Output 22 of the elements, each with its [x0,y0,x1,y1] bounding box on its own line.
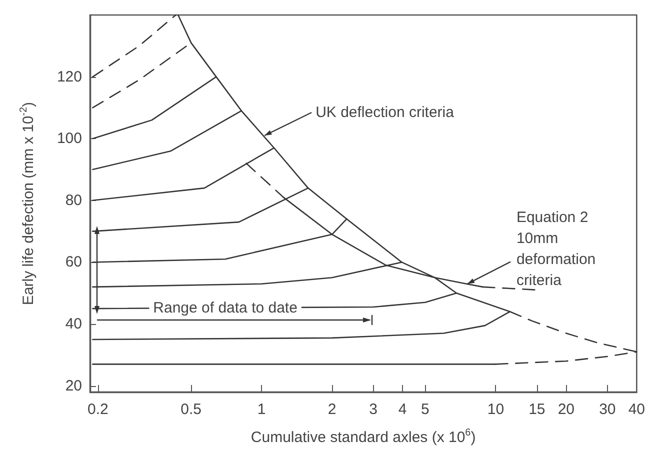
y-tick-label: 60 [65,254,82,271]
annotation: Equation 2 10mm deformation criteria [516,208,596,289]
x-tick-label: 0.5 [180,401,202,418]
x-tick-label: 30 [599,401,616,418]
x-tick-label: 15 [528,401,546,418]
x-tick-label: 20 [558,401,575,418]
x-tick-label: 5 [421,401,430,418]
x-tick-label: 2 [328,401,336,418]
y-tick-label: 20 [65,377,82,394]
y-tick-label: 100 [56,130,82,148]
annotation: UK deflection criteria [316,104,455,122]
y-tick-label: 40 [65,316,82,333]
x-tick-label: 4 [398,401,407,418]
x-tick-label: 0.2 [87,401,108,418]
y-axis-title: Early life defection (mm x 10-2) [18,102,37,306]
x-tick-label: 1 [257,401,266,418]
annotation: Range of data to date [153,299,298,316]
y-tick-label: 80 [65,192,82,209]
x-tick-label: 3 [369,401,378,418]
y-tick-label: 120 [56,68,82,86]
x-tick-label: 40 [628,401,645,418]
x-tick-label: 10 [487,401,504,418]
